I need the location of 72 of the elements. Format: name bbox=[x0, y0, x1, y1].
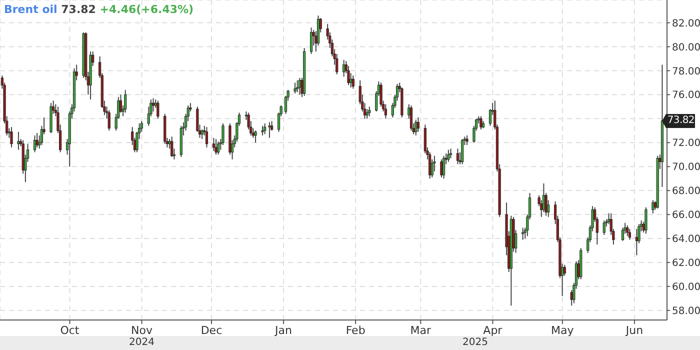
candlestick bbox=[10, 126, 13, 148]
candlestick bbox=[310, 27, 313, 54]
candlestick bbox=[380, 82, 382, 108]
candlestick bbox=[294, 82, 296, 94]
y-tick-label: 82.00 bbox=[672, 18, 700, 30]
candlestick bbox=[368, 106, 371, 117]
annotation: 73.82 bbox=[666, 114, 696, 128]
candlestick bbox=[170, 136, 174, 158]
candlestick bbox=[156, 100, 160, 120]
candlestick bbox=[521, 227, 524, 240]
y-tick-label: 58.00 bbox=[672, 306, 700, 317]
y-tick-label: 64.00 bbox=[672, 234, 700, 246]
candlestick bbox=[212, 137, 215, 152]
candlestick bbox=[449, 148, 452, 159]
text: 2025 bbox=[462, 337, 489, 348]
candlestick bbox=[268, 122, 271, 138]
candlestick bbox=[36, 132, 38, 148]
candlestick bbox=[342, 59, 346, 78]
candlestick bbox=[108, 110, 110, 132]
candlestick bbox=[414, 119, 418, 136]
candlestick bbox=[17, 131, 20, 150]
y-tick-label: 72.00 bbox=[672, 138, 700, 150]
y-tick-label: 62.00 bbox=[672, 258, 700, 270]
candlestick bbox=[200, 128, 204, 140]
candlestick bbox=[621, 227, 624, 242]
x-tick-label: Apr bbox=[483, 324, 503, 337]
candlestick bbox=[644, 206, 648, 234]
x-tick-label: Feb bbox=[346, 324, 366, 337]
candlestick bbox=[347, 65, 350, 86]
candlestick bbox=[222, 122, 224, 146]
candlestick bbox=[461, 138, 464, 165]
x-tick-label: Nov bbox=[131, 324, 153, 337]
annotation: +4.46(+6.43%) bbox=[100, 3, 194, 16]
candlestick bbox=[416, 116, 420, 132]
y-tick-label: 78.00 bbox=[672, 66, 700, 78]
x-tick-label: Mar bbox=[410, 324, 432, 337]
candlestick bbox=[428, 152, 432, 180]
candlestick bbox=[466, 134, 468, 146]
candlestick bbox=[384, 104, 387, 120]
y-tick-label: 70.00 bbox=[672, 162, 700, 174]
y-tick-label: 80.00 bbox=[672, 42, 700, 54]
candlestick bbox=[205, 126, 208, 148]
candlestick bbox=[352, 75, 354, 90]
y-tick-label: 66.00 bbox=[672, 210, 700, 222]
candlestick bbox=[440, 158, 443, 178]
candlestick bbox=[602, 220, 606, 236]
chart-subtitle: 73.82 bbox=[61, 3, 96, 16]
candlestick bbox=[652, 200, 654, 214]
x-tick-label: Dec bbox=[200, 324, 222, 337]
x-tick-label: Jan bbox=[274, 324, 292, 337]
candlestick bbox=[626, 224, 629, 237]
x-tick-label: Jun bbox=[624, 324, 644, 337]
candlestick bbox=[261, 125, 264, 136]
y-tick-label: 60.00 bbox=[672, 282, 700, 293]
candlestick bbox=[628, 228, 631, 240]
y-tick-label: 68.00 bbox=[672, 186, 700, 198]
x-tick-label: Oct bbox=[60, 324, 80, 337]
candlestick bbox=[217, 140, 220, 156]
candlestick bbox=[214, 138, 218, 156]
y-tick-label: 76.00 bbox=[672, 90, 700, 102]
candlestick bbox=[264, 122, 266, 135]
x-tick-label: May bbox=[551, 324, 574, 337]
candlestick bbox=[124, 89, 127, 114]
candlestick bbox=[447, 149, 450, 162]
candlestick bbox=[336, 53, 338, 75]
candlestick bbox=[296, 80, 299, 93]
candlestick bbox=[456, 148, 460, 165]
text: 2024 bbox=[128, 337, 156, 348]
candlestick bbox=[410, 104, 413, 132]
candlestick bbox=[442, 155, 446, 180]
candlestick bbox=[480, 116, 482, 130]
chart-title: Brent oil bbox=[4, 3, 58, 16]
